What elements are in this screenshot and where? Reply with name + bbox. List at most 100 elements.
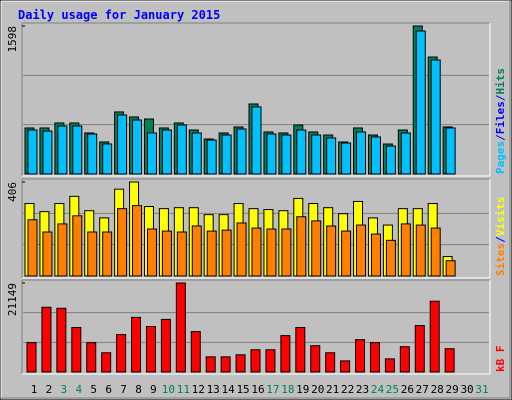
legend-entry: Hits <box>494 68 507 95</box>
bar <box>445 127 456 175</box>
bar <box>356 224 367 277</box>
bar <box>251 227 262 277</box>
y-tick-label: 1598 <box>6 26 19 53</box>
bar <box>340 360 351 373</box>
bar <box>57 223 68 277</box>
bar <box>429 300 440 373</box>
bar <box>415 30 426 175</box>
bar <box>102 143 113 175</box>
bar <box>369 342 380 373</box>
x-tick-label: 3 <box>61 383 68 396</box>
chart-title: Daily usage for January 2015 <box>18 8 220 22</box>
legend-separator: / <box>494 134 507 141</box>
bar <box>399 346 410 373</box>
x-tick-label: 2 <box>46 383 53 396</box>
bar <box>26 342 37 373</box>
bar <box>191 225 202 277</box>
bar <box>221 134 232 175</box>
bar <box>41 306 52 373</box>
legend-separator: / <box>494 94 507 101</box>
bar <box>71 327 82 373</box>
bar <box>444 348 455 373</box>
bar <box>326 137 337 175</box>
bar <box>265 349 276 373</box>
bar <box>385 145 396 175</box>
legend-entry: Sites <box>494 243 507 276</box>
bar <box>146 228 157 277</box>
bar <box>146 132 157 175</box>
x-tick-label: 14 <box>222 383 236 396</box>
bar <box>385 239 396 277</box>
x-tick-label: 30 <box>460 383 473 396</box>
bar <box>72 215 83 277</box>
x-tick-label: 7 <box>120 383 127 396</box>
bar <box>356 131 367 175</box>
bar <box>132 205 143 277</box>
bar <box>250 349 261 373</box>
bar <box>131 316 142 373</box>
bar <box>400 132 411 175</box>
bar <box>311 134 322 175</box>
bar <box>236 222 247 277</box>
bar <box>161 230 172 277</box>
bar <box>42 130 53 175</box>
bar <box>400 223 411 277</box>
x-tick-label: 18 <box>281 383 294 396</box>
x-tick-label: 24 <box>371 383 385 396</box>
bar <box>296 216 307 277</box>
bar <box>281 228 292 277</box>
bar <box>295 327 306 373</box>
x-tick-label: 1 <box>31 383 38 396</box>
bar <box>266 228 277 277</box>
x-tick-label: 13 <box>207 383 220 396</box>
bar <box>206 230 217 277</box>
legend: Sites/Visits <box>494 197 507 277</box>
bar <box>27 129 38 175</box>
bar <box>370 136 381 175</box>
bar <box>355 339 366 373</box>
bar <box>341 142 352 175</box>
bar <box>280 335 291 373</box>
bar <box>266 133 277 175</box>
bar <box>176 231 187 277</box>
bar <box>341 230 352 277</box>
x-tick-label: 8 <box>135 383 142 396</box>
x-tick-label: 29 <box>446 383 459 396</box>
bar <box>101 352 112 373</box>
x-tick-label: 28 <box>431 383 444 396</box>
bar <box>251 106 262 175</box>
bar <box>235 354 246 373</box>
bar <box>384 358 395 373</box>
bar <box>57 125 68 175</box>
x-tick-label: 20 <box>311 383 324 396</box>
bar <box>42 231 53 277</box>
bar <box>415 224 426 277</box>
bar <box>161 129 172 175</box>
x-tick-label: 15 <box>236 383 249 396</box>
x-tick-label: 5 <box>90 383 97 396</box>
bar <box>236 128 247 175</box>
bar <box>176 124 187 175</box>
bar <box>56 307 67 373</box>
bar <box>220 356 231 373</box>
bar <box>87 133 98 175</box>
bar <box>175 282 186 373</box>
legend-entry: Files <box>494 101 507 134</box>
bar <box>430 227 441 277</box>
bar <box>117 114 128 175</box>
x-tick-label: 17 <box>266 383 279 396</box>
bar <box>87 231 98 277</box>
bar <box>86 342 97 373</box>
bar <box>221 229 232 277</box>
x-tick-label: 19 <box>296 383 309 396</box>
x-tick-label: 21 <box>326 383 339 396</box>
bar <box>326 225 337 277</box>
bar <box>117 208 128 277</box>
x-tick-label: 6 <box>105 383 112 396</box>
bar <box>370 233 381 277</box>
x-tick-label: 11 <box>177 383 190 396</box>
bar <box>191 132 202 175</box>
legend: Pages/Files/Hits <box>494 68 507 174</box>
x-tick-label: 4 <box>75 383 82 396</box>
